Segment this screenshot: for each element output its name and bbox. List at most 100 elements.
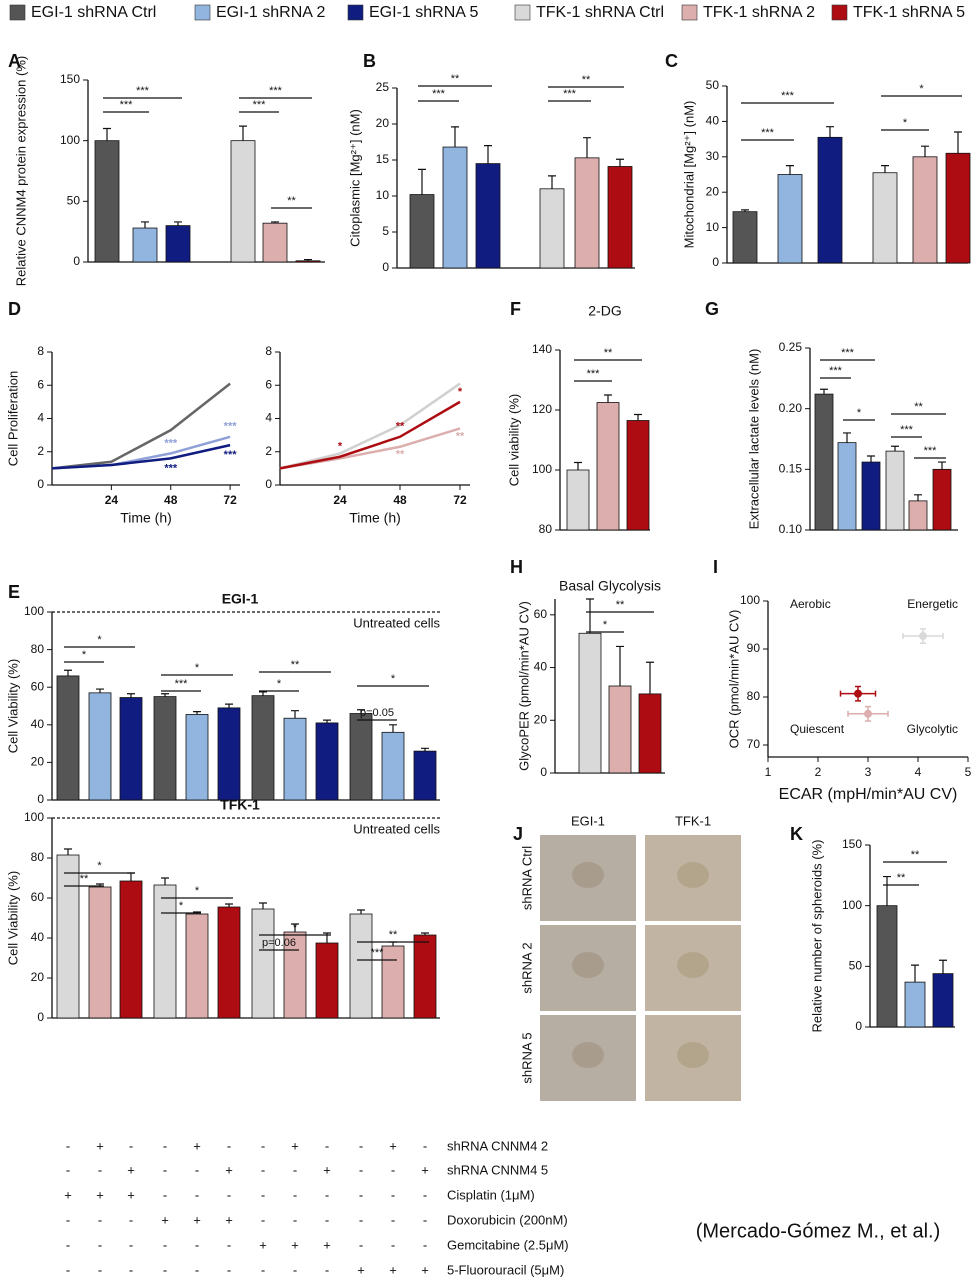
reference-label: Untreated cells (353, 821, 440, 836)
significance-label: * (97, 860, 102, 872)
significance-label: *** (587, 368, 601, 380)
y-axis-label: Mitochondrial [Mg²⁺] (nM) (681, 101, 696, 249)
treatment-cell: + (323, 1162, 331, 1177)
treatment-cell: - (98, 1162, 102, 1177)
y-tick-label: 6 (37, 377, 44, 391)
treatment-cell: - (129, 1237, 133, 1252)
treatment-cell: + (323, 1237, 331, 1252)
bar (295, 260, 321, 263)
y-axis-label: Extracellular lactate levels (nM) (746, 349, 761, 530)
panel-letter: J (513, 824, 523, 844)
treatment-cell: - (293, 1212, 297, 1227)
error-bar (161, 693, 169, 697)
treatment-cell: - (129, 1138, 133, 1153)
y-tick-label: 70 (747, 737, 761, 751)
significance-label: *** (371, 947, 385, 959)
x-tick-label: 48 (164, 493, 178, 507)
error-bar (239, 125, 247, 141)
error-bar (646, 661, 654, 694)
treatment-label: Gemcitabine (2.5μM) (447, 1237, 569, 1252)
treatment-cell: - (293, 1187, 297, 1202)
treatment-cell: - (195, 1262, 199, 1277)
bar (596, 402, 620, 531)
y-axis-label: GlycoPER (pmol/min*AU CV) (516, 601, 531, 771)
credit: (Mercado-Gómez M., et al.) (696, 1220, 941, 1242)
y-axis-label: Relative number of spheroids (%) (809, 840, 824, 1033)
x-tick-label: 2 (815, 765, 822, 779)
y-axis-label: Citoplasmic [Mg²⁺] (nM) (347, 109, 362, 247)
treatment-cell: - (98, 1237, 102, 1252)
treatment-cell: + (421, 1262, 429, 1277)
bar (217, 707, 241, 801)
significance-label: *** (841, 347, 855, 359)
column-header: TFK-1 (675, 813, 711, 828)
treatment-cell: - (359, 1187, 363, 1202)
error-bar (304, 258, 312, 261)
y-tick-label: 100 (740, 593, 760, 607)
treatment-cell: - (423, 1138, 427, 1153)
spheroid (677, 862, 709, 888)
bar (119, 697, 143, 801)
bar (945, 152, 971, 264)
y-tick-label: 4 (37, 411, 44, 425)
bar (217, 906, 241, 1019)
treatment-cell: - (261, 1262, 265, 1277)
legend-label: EGI-1 shRNA Ctrl (31, 4, 156, 21)
significance-label: ** (389, 929, 398, 941)
treatment-label: 5-Fluorouracil (5μM) (447, 1262, 564, 1277)
treatment-cell: - (98, 1262, 102, 1277)
y-tick-label: 100 (532, 462, 552, 476)
bar (119, 880, 143, 1019)
y-tick-label: 80 (31, 642, 45, 656)
error-bar (820, 388, 828, 395)
y-axis-label: Cell Viability (%) (5, 659, 20, 753)
treatment-cell: - (261, 1187, 265, 1202)
bar (837, 442, 857, 531)
treatment-cell: - (163, 1138, 167, 1153)
error-bar (127, 693, 135, 698)
panel-letter: A (8, 51, 21, 71)
bar (251, 695, 275, 801)
significance-label: *** (164, 437, 178, 449)
quadrant-label: Glycolytic (907, 722, 958, 736)
significance-label: * (458, 386, 463, 398)
bar (442, 146, 468, 269)
treatment-cell: - (227, 1187, 231, 1202)
y-tick-label: 0 (37, 477, 44, 491)
point (854, 689, 862, 698)
bar (88, 692, 112, 801)
error-bar (954, 131, 962, 154)
treatment-cell: - (391, 1187, 395, 1202)
significance-label: *** (269, 85, 283, 97)
row-label: shRNA 5 (519, 1032, 534, 1083)
error-bar (583, 137, 591, 158)
error-bar (357, 709, 365, 714)
treatment-cell: - (66, 1262, 70, 1277)
treatment-cell: + (291, 1237, 299, 1252)
error-bar (484, 145, 492, 164)
error-bar (389, 724, 397, 733)
bar (251, 908, 275, 1019)
significance-label: ** (911, 849, 920, 861)
bar (908, 500, 928, 531)
bar (409, 194, 435, 269)
significance-label: *** (781, 90, 795, 102)
spheroid (677, 1042, 709, 1068)
bar (539, 188, 565, 269)
panel-letter: K (790, 824, 803, 844)
y-tick-label: 0 (712, 255, 719, 269)
treatment-cell: - (66, 1237, 70, 1252)
treatment-cell: + (96, 1138, 104, 1153)
y-tick-label: 15 (376, 152, 390, 166)
quadrant-label: Quiescent (790, 722, 845, 736)
treatment-cell: - (227, 1237, 231, 1252)
treatment-cell: + (259, 1237, 267, 1252)
y-tick-label: 50 (706, 78, 720, 92)
bar (638, 693, 662, 774)
bar (153, 696, 177, 801)
y-tick-label: 90 (747, 641, 761, 655)
point (919, 632, 927, 641)
error-bar (914, 494, 922, 501)
bar (607, 166, 633, 269)
